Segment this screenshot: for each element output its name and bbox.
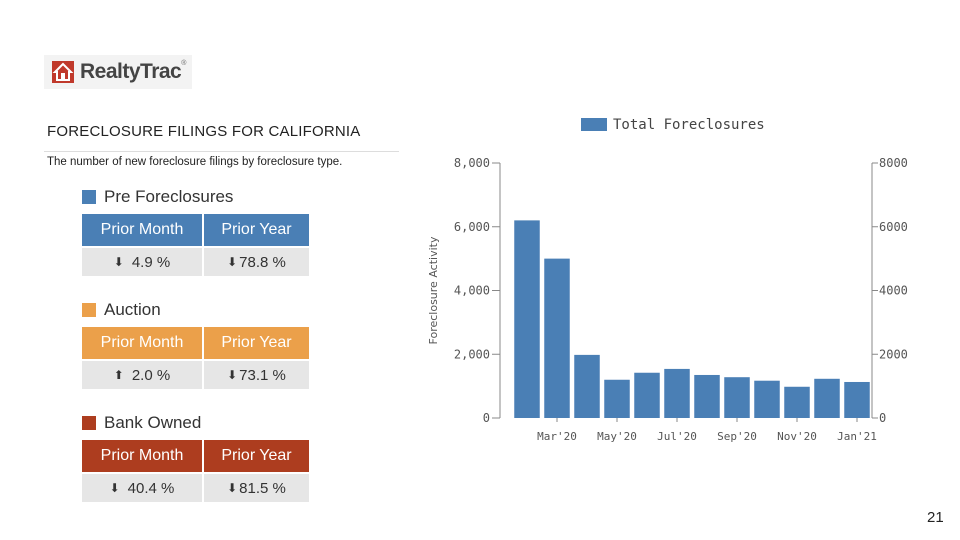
y-tick-label-left: 8,000 bbox=[454, 156, 490, 170]
down-arrow-icon: ⬇ bbox=[227, 255, 238, 269]
prior-month-change: 4.9 % bbox=[131, 253, 171, 271]
panel-values: ⬆ 2.0 % ⬇ 73.1 % bbox=[82, 361, 309, 389]
y-tick-label-right: 6000 bbox=[879, 220, 908, 234]
logo-text: RealtyTrac® bbox=[80, 60, 186, 83]
y-tick-label-right: 8000 bbox=[879, 156, 908, 170]
panel-legend: Auction bbox=[82, 299, 309, 321]
bar-Aug'20 bbox=[694, 374, 720, 418]
bar-Jul'20 bbox=[664, 368, 690, 418]
x-tick-label: Sep'20 bbox=[717, 430, 757, 443]
page-title: FORECLOSURE FILINGS FOR CALIFORNIA bbox=[47, 123, 361, 140]
foreclosure-panel-1: Auction Prior Month Prior Year ⬆ 2.0 % ⬇ 73.1 … bbox=[82, 299, 309, 389]
bar-Mar'20 bbox=[544, 258, 570, 418]
realtytrac-logo: RealtyTrac® bbox=[44, 55, 192, 89]
value-prior-year: ⬇ 78.8 % bbox=[204, 248, 309, 276]
x-tick-label: Jul'20 bbox=[657, 430, 697, 443]
y-tick-label-right: 2000 bbox=[879, 347, 908, 361]
legend-swatch bbox=[581, 118, 607, 131]
x-tick-label: Jan'21 bbox=[837, 430, 877, 443]
bar-Apr'20 bbox=[574, 354, 600, 418]
legend-swatch bbox=[82, 190, 96, 204]
panel-values: ⬇ 4.9 % ⬇ 78.8 % bbox=[82, 248, 309, 276]
legend-swatch bbox=[82, 416, 96, 430]
page-number: 21 bbox=[927, 509, 944, 526]
value-prior-year: ⬇ 73.1 % bbox=[204, 361, 309, 389]
header-prior-year: Prior Year bbox=[204, 214, 309, 246]
value-prior-year: ⬇ 81.5 % bbox=[204, 474, 309, 502]
prior-month-change: 2.0 % bbox=[131, 366, 171, 384]
down-arrow-icon: ⬇ bbox=[227, 481, 238, 495]
y-tick-label-right: 4000 bbox=[879, 284, 908, 298]
bar-Jan'21 bbox=[844, 381, 870, 418]
y-tick-label-left: 6,000 bbox=[454, 220, 490, 234]
prior-month-change: 40.4 % bbox=[127, 479, 175, 497]
value-prior-month: ⬇ 4.9 % bbox=[82, 248, 202, 276]
bar-Sep'20 bbox=[724, 377, 750, 418]
panel-label: Bank Owned bbox=[104, 413, 202, 432]
panel-header: Prior Month Prior Year bbox=[82, 327, 309, 359]
x-tick-label: Mar'20 bbox=[537, 430, 577, 443]
foreclosure-panel-2: Bank Owned Prior Month Prior Year ⬇ 40.4 % ⬇ 8… bbox=[82, 412, 309, 502]
bar-Feb'20 bbox=[514, 220, 540, 418]
prior-year-change: 81.5 % bbox=[239, 479, 286, 497]
panel-label: Pre Foreclosures bbox=[104, 187, 234, 206]
prior-year-change: 78.8 % bbox=[239, 253, 286, 271]
down-arrow-icon: ⬇ bbox=[227, 368, 238, 382]
down-arrow-icon: ⬇ bbox=[113, 255, 124, 269]
foreclosure-panel-0: Pre Foreclosures Prior Month Prior Year ⬇ 4.… bbox=[82, 186, 309, 276]
page-subtitle: The number of new foreclosure filings by… bbox=[47, 156, 343, 168]
y-tick-label-left: 0 bbox=[483, 411, 490, 425]
panel-values: ⬇ 40.4 % ⬇ 81.5 % bbox=[82, 474, 309, 502]
panel-header: Prior Month Prior Year bbox=[82, 440, 309, 472]
bar-May'20 bbox=[604, 379, 630, 418]
header-prior-month: Prior Month bbox=[82, 214, 202, 246]
panel-header: Prior Month Prior Year bbox=[82, 214, 309, 246]
panel-legend: Bank Owned bbox=[82, 412, 309, 434]
y-tick-label-left: 4,000 bbox=[454, 284, 490, 298]
y-tick-label-left: 2,000 bbox=[454, 347, 490, 361]
bar-Jun'20 bbox=[634, 372, 660, 418]
title-divider bbox=[44, 151, 399, 152]
value-prior-month: ⬇ 40.4 % bbox=[82, 474, 202, 502]
value-prior-month: ⬆ 2.0 % bbox=[82, 361, 202, 389]
up-arrow-icon: ⬆ bbox=[113, 368, 124, 382]
header-prior-year: Prior Year bbox=[204, 327, 309, 359]
y-axis-label: Foreclosure Activity bbox=[427, 236, 440, 344]
bar-Nov'20 bbox=[784, 386, 810, 418]
panel-label: Auction bbox=[104, 300, 161, 319]
legend-label: Total Foreclosures bbox=[613, 117, 765, 133]
bar-Oct'20 bbox=[754, 380, 780, 418]
prior-year-change: 73.1 % bbox=[239, 366, 286, 384]
legend-swatch bbox=[82, 303, 96, 317]
header-prior-month: Prior Month bbox=[82, 327, 202, 359]
house-icon bbox=[52, 61, 74, 83]
foreclosure-chart: Total Foreclosures 0 0 2,000 2000 4,000 4000 6,… bbox=[427, 117, 908, 443]
x-tick-label: Nov'20 bbox=[777, 430, 817, 443]
bar-Dec'20 bbox=[814, 378, 840, 418]
panel-legend: Pre Foreclosures bbox=[82, 186, 309, 208]
y-tick-label-right: 0 bbox=[879, 411, 886, 425]
x-tick-label: May'20 bbox=[597, 430, 637, 443]
header-prior-month: Prior Month bbox=[82, 440, 202, 472]
header-prior-year: Prior Year bbox=[204, 440, 309, 472]
down-arrow-icon: ⬇ bbox=[109, 481, 120, 495]
